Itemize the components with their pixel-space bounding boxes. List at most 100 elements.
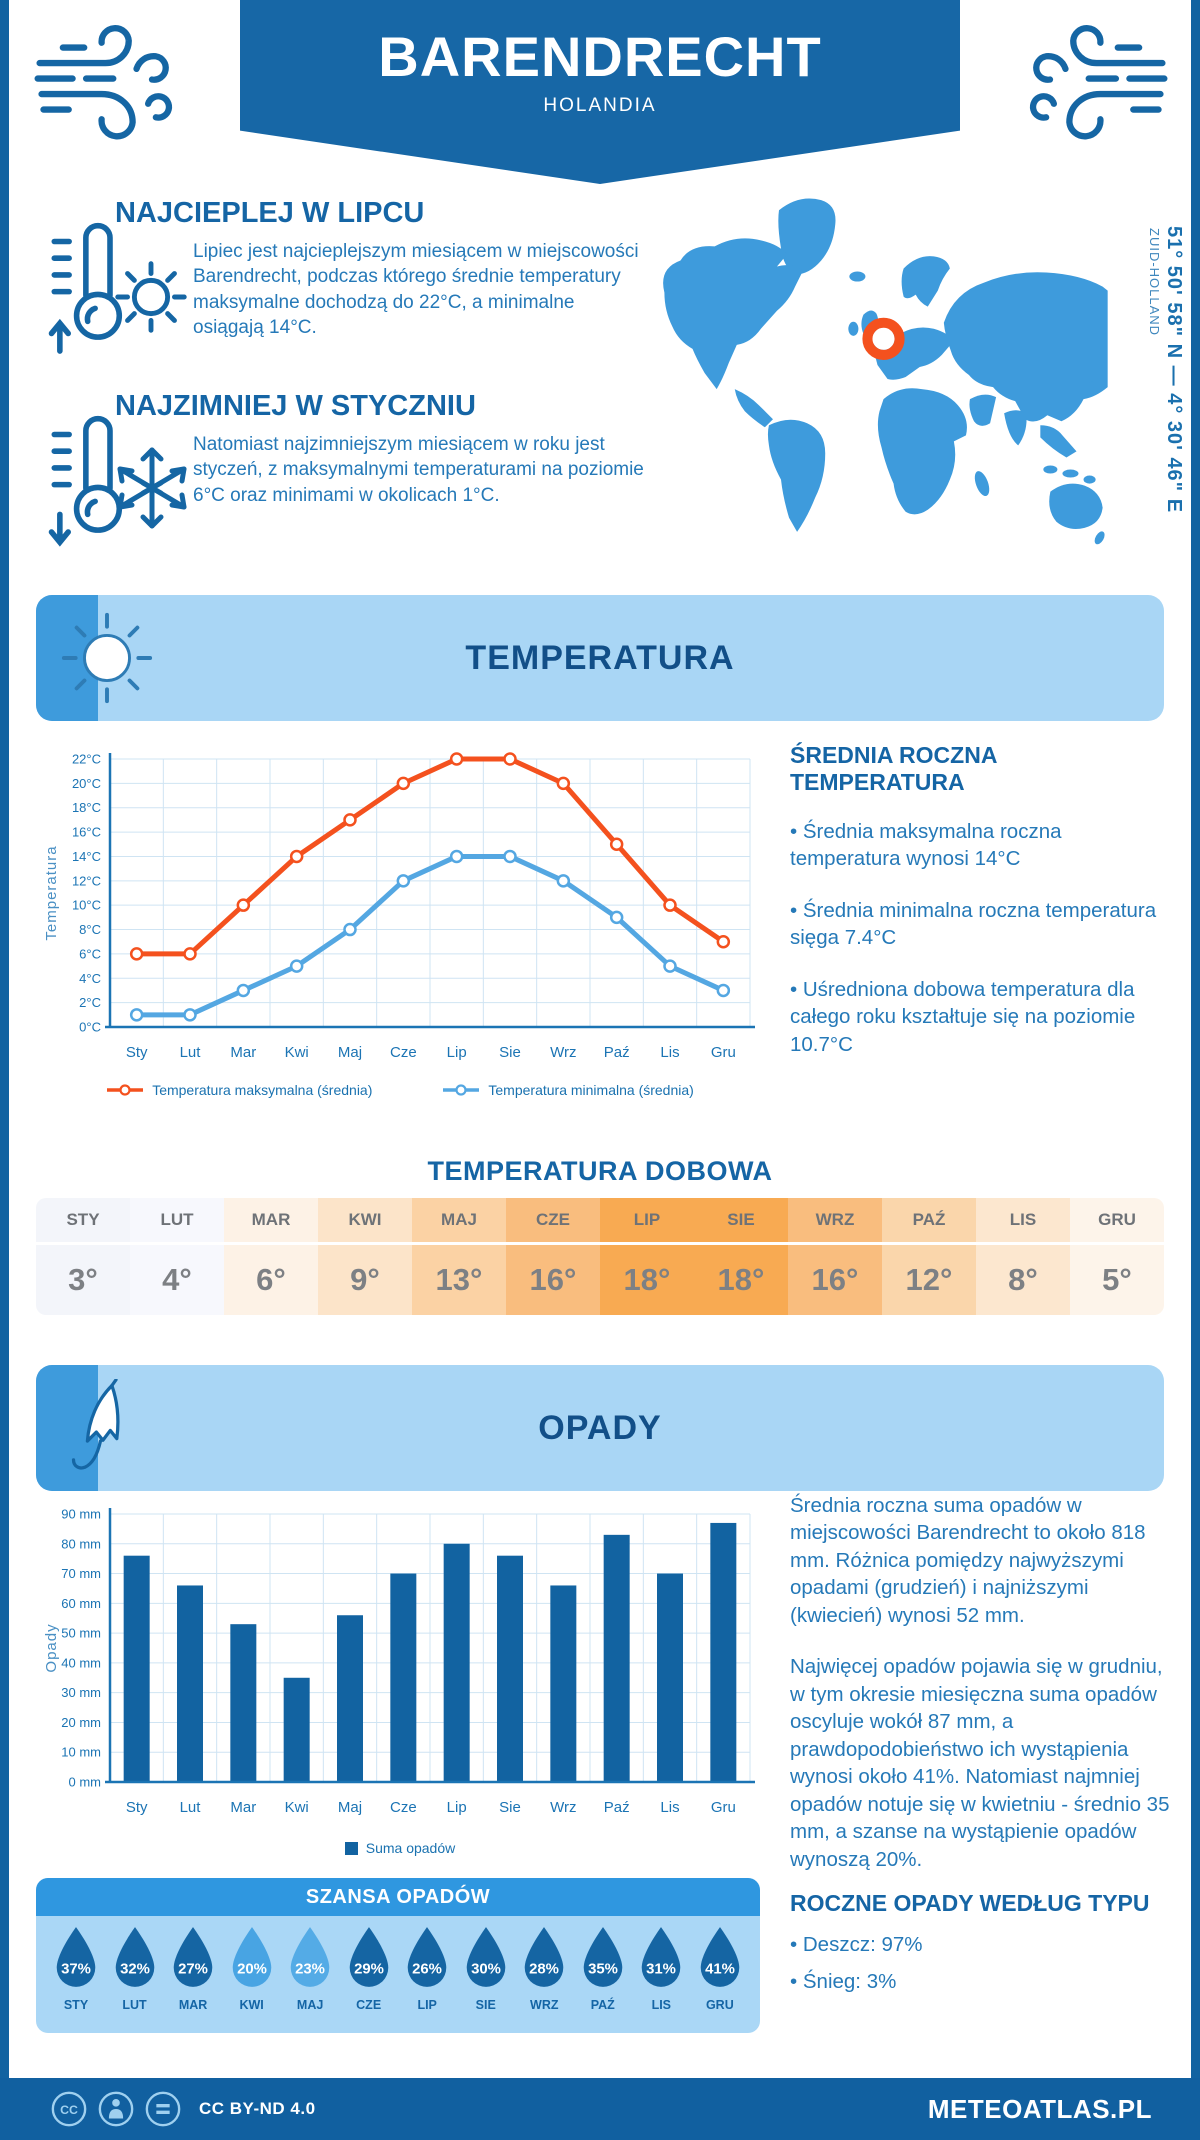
svg-text:10 mm: 10 mm	[61, 1745, 101, 1760]
daily-temp-column: LIS 8°	[976, 1198, 1070, 1315]
value-cell: 4°	[162, 1262, 192, 1297]
drop-month-label: STY	[63, 1998, 89, 2012]
month-cell: MAR	[224, 1198, 318, 1245]
location-coordinates: 51° 50' 58" N — 4° 30' 46" E ZUID-HOLLAN…	[1147, 226, 1185, 626]
svg-text:90 mm: 90 mm	[61, 1507, 101, 1522]
svg-text:Lip: Lip	[447, 1044, 467, 1061]
bar	[603, 1534, 630, 1782]
data-point	[609, 910, 624, 925]
drop-month-label: MAR	[178, 1998, 208, 2012]
raindrop-icon: 32%	[115, 1927, 154, 1987]
legend-swatch	[344, 1841, 358, 1855]
precipitation-paragraph: Najwięcej opadów pojawia się w grudniu, …	[790, 1655, 1170, 1871]
drop-month-label: WRZ	[530, 1998, 559, 2012]
page-border-left	[0, 0, 9, 2140]
daily-temp-column: WRZ 16°	[788, 1198, 882, 1315]
svg-text:Temperatura: Temperatura	[43, 845, 60, 940]
month-cell: MAJ	[412, 1198, 506, 1245]
world-map	[663, 198, 1108, 545]
value-cell: 8°	[1008, 1262, 1038, 1297]
raindrop-item: 31% LIS	[633, 1924, 689, 2012]
svg-text:Lut: Lut	[180, 1799, 202, 1816]
precip-type-bullet: • Deszcz: 97%	[790, 1933, 923, 1956]
snowflake-icon	[117, 447, 187, 529]
avg-temp-bullet: • Uśredniona dobowa temperatura dla całe…	[790, 977, 1136, 1056]
svg-text:32%: 32%	[120, 1960, 150, 1977]
precipitation-bar-chart: 0 mm 10 mm 20 mm 30 mm 40 mm 50 mm 60 mm 70 mm 8…	[43, 1507, 755, 1816]
svg-text:14°C: 14°C	[72, 849, 101, 864]
page-border-right	[1191, 0, 1200, 2140]
svg-text:4°C: 4°C	[79, 971, 101, 986]
section-text: Lipiec jest najcieplejszym miesiącem w m…	[193, 241, 639, 338]
bar	[177, 1585, 203, 1782]
svg-text:Gru: Gru	[711, 1044, 736, 1061]
daily-temp-column: LIP 18°	[600, 1198, 694, 1315]
header-banner: BARENDRECHT HOLANDIA	[240, 0, 960, 184]
data-point	[183, 1008, 197, 1022]
drop-month-label: LUT	[122, 1998, 147, 2012]
svg-text:Lis: Lis	[660, 1799, 679, 1816]
value-cell: 12°	[905, 1262, 953, 1297]
raindrop-icon: 35%	[583, 1927, 623, 1987]
month-cell: CZE	[506, 1198, 600, 1245]
bar	[550, 1585, 577, 1782]
svg-text:10°C: 10°C	[72, 898, 101, 913]
raindrop-item: 32% LUT	[107, 1924, 163, 2012]
svg-text:Sie: Sie	[499, 1044, 521, 1061]
average-temperature-panel: ŚREDNIA ROCZNA TEMPERATURA • Średnia mak…	[790, 742, 1175, 1082]
svg-text:Sty: Sty	[126, 1799, 148, 1816]
raindrop-icon: 27%	[173, 1927, 213, 1987]
no-derivatives-icon	[145, 2091, 181, 2127]
drop-month-label: GRU	[705, 1998, 734, 2012]
svg-text:Wrz: Wrz	[550, 1799, 576, 1816]
data-point	[343, 922, 357, 937]
section-banner-title: OPADY	[538, 1408, 662, 1447]
precipitation-chance-panel: SZANSA OPADÓW 37% STY 32% LUT 27% MAR 20% KWI 23…	[36, 1878, 760, 2033]
value-cell: 13°	[435, 1262, 483, 1297]
svg-text:35%: 35%	[588, 1960, 618, 1977]
sun-banner-icon	[61, 612, 153, 704]
daily-temp-column: PAŹ 12°	[882, 1198, 976, 1315]
daily-temp-column: STY 3°	[36, 1198, 130, 1315]
legend-item: Temperatura maksymalna (średnia)	[106, 1082, 372, 1098]
bar	[497, 1555, 523, 1782]
svg-text:Maj: Maj	[338, 1799, 362, 1816]
svg-text:22°C: 22°C	[72, 752, 101, 767]
drop-month-label: LIP	[417, 1998, 437, 2012]
precip-type-heading: ROCZNE OPADY WEDŁUG TYPU	[790, 1890, 1150, 1916]
data-point	[289, 849, 304, 864]
svg-text:Lis: Lis	[660, 1044, 679, 1061]
avg-temp-bullet: • Średnia minimalna roczna temperatura s…	[790, 898, 1157, 950]
month-cell: LIS	[976, 1198, 1070, 1245]
svg-text:28%: 28%	[529, 1960, 559, 1977]
svg-text:Paź: Paź	[604, 1799, 630, 1816]
svg-text:Mar: Mar	[230, 1799, 256, 1816]
data-point	[556, 874, 571, 888]
svg-text:18°C: 18°C	[72, 800, 101, 815]
month-cell: LUT	[130, 1198, 224, 1245]
wind-icon	[1029, 25, 1168, 140]
page-subtitle: HOLANDIA	[543, 95, 657, 116]
avg-temp-heading: ŚREDNIA ROCZNA TEMPERATURA	[790, 742, 997, 795]
raindrop-icon: 30%	[466, 1927, 505, 1987]
section-text: Natomiast najzimniejszym miesiącem w rok…	[193, 434, 644, 506]
raindrop-icon: 23%	[290, 1927, 330, 1987]
drop-month-label: SIE	[475, 1998, 496, 2012]
drop-month-label: PAŹ	[590, 1998, 615, 2012]
cc-icon: CC	[51, 2091, 87, 2127]
temperature-line-chart: 0°C 2°C 4°C 6°C 8°C 10°C 12°C 14°C 16°C 18°C 20°C 2…	[43, 752, 755, 1061]
temperature-section-banner: TEMPERATURA	[36, 595, 1164, 721]
daily-temp-column: SIE 18°	[694, 1198, 788, 1315]
raindrop-item: 23% MAJ	[282, 1924, 338, 2012]
bar	[337, 1615, 363, 1782]
daily-temp-column: MAR 6°	[224, 1198, 318, 1315]
raindrop-item: 35% PAŹ	[575, 1924, 631, 2012]
data-point	[663, 898, 677, 912]
raindrop-item: 30% SIE	[458, 1924, 514, 2012]
svg-text:Lip: Lip	[447, 1799, 467, 1816]
precipitation-summary-panel: Średnia roczna suma opadów w miejscowośc…	[790, 1492, 1175, 1897]
svg-text:Sty: Sty	[126, 1044, 148, 1061]
bar	[657, 1573, 683, 1782]
raindrop-item: 29% CZE	[341, 1924, 397, 2012]
raindrop-icon: 28%	[524, 1927, 564, 1987]
